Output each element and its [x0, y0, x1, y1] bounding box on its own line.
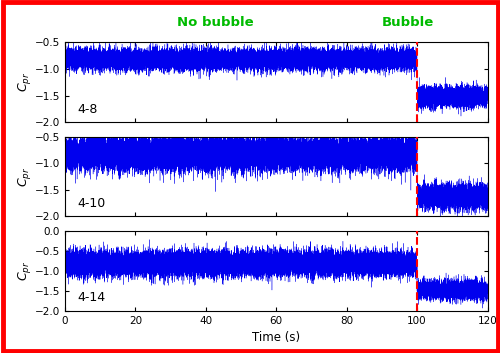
Text: 4-14: 4-14 — [78, 291, 106, 304]
Text: No bubble: No bubble — [176, 17, 254, 29]
Text: 4-8: 4-8 — [78, 103, 98, 116]
Y-axis label: $C_{pr}$: $C_{pr}$ — [16, 261, 34, 281]
X-axis label: Time (s): Time (s) — [252, 331, 300, 344]
Y-axis label: $C_{pr}$: $C_{pr}$ — [16, 166, 34, 187]
Text: Bubble: Bubble — [382, 17, 434, 29]
Text: 4-10: 4-10 — [78, 197, 106, 210]
Y-axis label: $C_{pr}$: $C_{pr}$ — [16, 72, 34, 92]
